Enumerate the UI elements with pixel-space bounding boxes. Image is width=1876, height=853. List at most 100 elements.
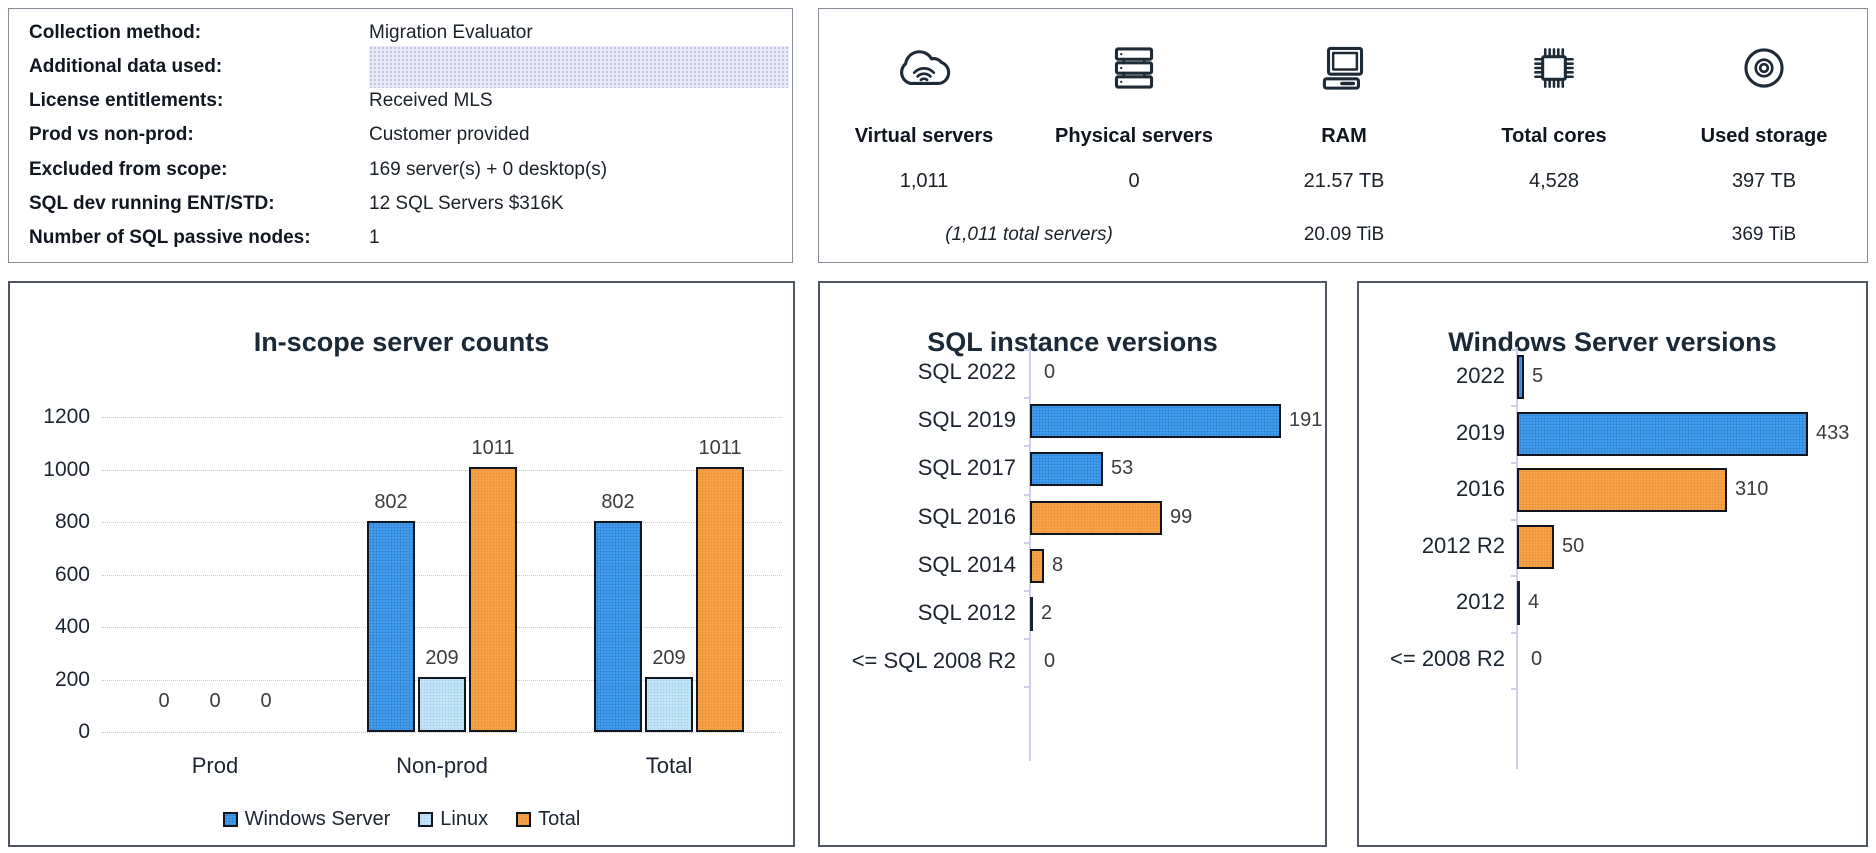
info-row: Collection method: Migration Evaluator	[9, 16, 792, 50]
redacted-value-block	[369, 46, 789, 89]
y-tick-label: 600	[54, 562, 90, 586]
legend-item: Total	[516, 808, 580, 831]
axis-tick	[1024, 397, 1030, 400]
category-label: 2012 R2	[1421, 532, 1505, 558]
metric-label: Used storage	[1700, 125, 1828, 147]
bar-2019	[1517, 411, 1808, 456]
info-label: SQL dev running ENT/STD:	[29, 192, 275, 214]
metric-value: 397 TB	[1731, 170, 1797, 192]
bar-2012	[1517, 581, 1520, 626]
category-label: SQL 2012	[917, 600, 1016, 625]
y-tick-label: 400	[54, 615, 90, 638]
axis-tick	[1024, 638, 1030, 641]
bar-value-label: 802	[374, 491, 408, 513]
category-label: Total	[645, 753, 693, 778]
legend-item: Linux	[418, 808, 488, 831]
in-scope-server-counts-chart: In-scope server counts 1200 1000 800 600 400…	[8, 281, 795, 847]
metric-label: Total cores	[1501, 125, 1607, 147]
bar-windows-server	[594, 521, 642, 732]
category-label: SQL 2014	[917, 551, 1016, 577]
bar-2016	[1517, 468, 1727, 513]
bar-value-label: 0	[260, 690, 272, 712]
bar-2012-r2	[1517, 524, 1554, 569]
chart-title: Windows Server versions	[1448, 327, 1777, 357]
info-value: 12 SQL Servers $316K	[369, 192, 564, 214]
bar-value-label: 802	[601, 491, 635, 513]
bar-value-label: 0	[158, 690, 170, 712]
category-label: 2022	[1456, 363, 1505, 388]
bar-value-label: 0	[1044, 361, 1056, 383]
bar-value-label: 0	[209, 690, 221, 712]
info-row: Prod vs non-prod: Customer provided	[9, 118, 792, 152]
axis-tick	[1024, 445, 1030, 448]
metric-label: Virtual servers	[854, 125, 994, 147]
bar-value-label: 1011	[471, 437, 515, 459]
gridline	[102, 417, 782, 418]
info-label: License entitlements:	[29, 90, 224, 112]
info-label: Prod vs non-prod:	[29, 124, 194, 146]
category-label: <= SQL 2008 R2	[851, 648, 1016, 674]
axis-tick	[1511, 518, 1517, 521]
computer-icon	[1311, 35, 1377, 101]
legend-swatch-orange	[516, 812, 532, 827]
bar-value-label: 0	[1531, 648, 1543, 670]
bar-value-label: 433	[1816, 421, 1850, 444]
metric-value: 0	[1128, 170, 1140, 192]
info-value: Customer provided	[369, 124, 530, 146]
bar-sql-2017	[1030, 452, 1103, 487]
axis-tick	[1024, 541, 1030, 544]
gridline	[102, 732, 782, 733]
info-row: SQL dev running ENT/STD: 12 SQL Servers …	[9, 187, 792, 221]
info-value: 169 server(s) + 0 desktop(s)	[369, 158, 608, 180]
legend-label: Windows Server	[244, 808, 391, 830]
bar-total	[696, 467, 744, 732]
chart-title: In-scope server counts	[253, 327, 550, 357]
category-label: SQL 2022	[917, 359, 1016, 384]
category-label: Prod	[191, 753, 239, 778]
metric-label: RAM	[1321, 125, 1367, 147]
bar-value-label: 5	[1532, 365, 1544, 387]
bar-value-label: 310	[1735, 478, 1769, 501]
bar-sql-2019	[1030, 404, 1281, 439]
y-tick-label: 1200	[43, 405, 90, 428]
gridline	[102, 522, 782, 523]
bar-value-label: 53	[1111, 457, 1134, 480]
total-servers-footnote: (1,011 total servers)	[945, 224, 1113, 245]
bar-windows-server	[367, 521, 415, 732]
axis-tick	[1511, 348, 1517, 351]
y-tick-label: 0	[78, 720, 90, 743]
legend-swatch-light_blue	[418, 812, 434, 827]
y-tick-label: 800	[54, 510, 90, 533]
bar-value-label: 99	[1170, 505, 1193, 528]
info-label: Additional data used:	[29, 56, 223, 78]
bar-2022	[1517, 355, 1524, 399]
sql-instance-versions-chart: SQL instance versions SQL 2022 0 SQL 2019 1…	[818, 281, 1327, 847]
infrastructure-summary-panel: Virtual servers 1,011 Physical serv	[818, 8, 1868, 263]
info-label: Excluded from scope:	[29, 158, 228, 180]
chart-title: SQL instance versions	[927, 327, 1218, 357]
metric-used-storage: Used storage 397 TB	[1659, 35, 1869, 193]
legend-swatch-blue	[222, 812, 238, 827]
info-row: License entitlements: Received MLS	[9, 84, 792, 118]
metric-value: 21.57 TB	[1303, 170, 1385, 192]
category-label: 2012	[1456, 589, 1505, 615]
axis-tick	[1511, 461, 1517, 464]
y-tick-label: 1000	[43, 457, 90, 481]
category-label: SQL 2019	[917, 407, 1016, 433]
info-row: Excluded from scope: 169 server(s) + 0 d…	[9, 153, 792, 187]
metric-value: 1,011	[899, 170, 949, 192]
cpu-chip-icon	[1521, 35, 1587, 101]
info-value: Received MLS	[369, 90, 493, 112]
storage-tib-value: 369 TiB	[1731, 224, 1797, 245]
category-label: SQL 2016	[917, 503, 1016, 529]
assessment-info-panel: Collection method: Migration Evaluator A…	[8, 8, 793, 263]
info-row: Additional data used:	[9, 46, 792, 89]
axis-tick	[1024, 686, 1030, 689]
plot-area: 2022 5 2019 433 2016 310 2012 R2 50 2012 4 <= 2008…	[1359, 283, 1866, 845]
bar-value-label: 1011	[698, 437, 742, 459]
cloud-wifi-icon	[891, 35, 957, 101]
bar-value-label: 191	[1289, 409, 1323, 432]
metric-label: Physical servers	[1055, 125, 1213, 147]
disc-icon	[1731, 35, 1797, 101]
y-tick-label: 200	[54, 667, 90, 691]
